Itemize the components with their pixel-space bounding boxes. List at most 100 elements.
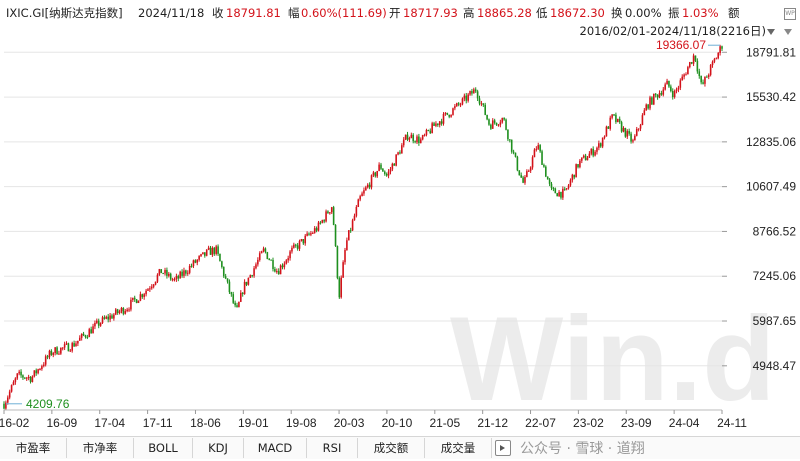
candle-body: [232, 294, 235, 303]
candle-body: [347, 230, 350, 241]
candle-body: [321, 220, 324, 223]
more-indicators-icon[interactable]: [495, 440, 511, 456]
candle-body: [617, 118, 619, 122]
candle-body: [543, 164, 545, 167]
candle-body: [340, 277, 343, 298]
chevron-down-icon[interactable]: [767, 29, 775, 35]
candle-body: [243, 281, 246, 295]
candle-body: [563, 188, 566, 190]
candle-body: [603, 136, 606, 138]
candle-body: [181, 271, 183, 276]
candle-body: [186, 272, 189, 274]
candle-body: [332, 207, 335, 225]
candle-body: [60, 347, 62, 354]
tab-rsi[interactable]: RSI: [307, 438, 358, 458]
candle-body: [412, 134, 415, 142]
candle-body: [527, 170, 530, 172]
candle-body: [152, 284, 155, 287]
tab-turnover-amount[interactable]: 成交额: [358, 438, 425, 458]
candle-body: [473, 89, 475, 94]
candle-body: [711, 61, 714, 66]
candle-body: [624, 128, 627, 137]
price-chart[interactable]: Win.d 18791.81 15530.42 12835.06 10607.49 87…: [0, 40, 800, 436]
candle-body: [457, 103, 460, 105]
date-range-selector[interactable]: 2016/02/01-2024/11/18(2216日): [579, 24, 766, 38]
candle-body: [512, 151, 515, 153]
candle-body: [713, 59, 716, 62]
candle-body: [545, 166, 547, 177]
candle-body: [319, 222, 322, 224]
candle-body: [67, 343, 70, 352]
candle-body: [124, 311, 127, 314]
candle-body: [188, 266, 191, 273]
candle-body: [719, 46, 721, 54]
tab-kdj[interactable]: KDJ: [193, 438, 244, 458]
candle-body: [391, 163, 394, 170]
candle-body: [109, 315, 111, 320]
candle-body: [294, 244, 297, 246]
candle-body: [605, 126, 608, 137]
candle-body: [325, 211, 327, 222]
y-axis: 18791.81 15530.42 12835.06 10607.49 8766.52 7…: [722, 45, 796, 373]
panel-collapse-icon[interactable]: [784, 29, 792, 35]
candle-body: [662, 89, 665, 95]
candle-body: [33, 370, 36, 377]
candle-body: [706, 76, 708, 78]
candle-body: [440, 121, 443, 124]
candle-body: [304, 235, 307, 244]
candle-body: [579, 160, 581, 168]
candle-body: [643, 110, 646, 116]
candle-body: [327, 211, 329, 214]
candle-body: [221, 261, 223, 267]
candle-body: [548, 179, 551, 184]
candle-body: [241, 292, 244, 295]
candle-body: [86, 337, 89, 339]
candle-body: [251, 275, 253, 277]
tab-volume[interactable]: 成交量: [425, 438, 492, 458]
open-label: 开: [389, 6, 401, 20]
candle-body: [533, 149, 536, 158]
candle-body: [56, 347, 58, 355]
x-tick-label: 19-08: [286, 416, 317, 430]
candle-body: [537, 145, 540, 149]
amplitude-value: 1.03%: [682, 6, 719, 20]
y-tick-label: 12835.06: [746, 135, 796, 149]
candle-body: [145, 290, 147, 295]
candle-body: [46, 356, 49, 358]
candle-body: [73, 343, 75, 347]
candle-body: [99, 322, 102, 326]
tab-macd[interactable]: MACD: [244, 438, 307, 458]
candle-body: [488, 119, 490, 125]
candle-body: [622, 128, 625, 132]
candle-body: [647, 104, 649, 109]
candle-body: [143, 294, 145, 297]
candle-body: [425, 129, 428, 135]
candle-body: [122, 307, 125, 314]
candle-body: [8, 391, 11, 398]
candle-body: [3, 403, 5, 409]
candle-body: [300, 239, 303, 241]
quote-header: IXIC.GI[纳斯达克指数] 2024/11/18 收 18791.81 幅 …: [0, 4, 800, 22]
candle-body: [175, 276, 178, 280]
candle-body: [372, 172, 375, 176]
candle-body: [486, 114, 488, 120]
candle-body: [289, 251, 291, 259]
candle-body: [387, 171, 390, 176]
candle-body: [550, 183, 553, 189]
candle-body: [39, 368, 41, 370]
low-label: 低: [536, 6, 548, 20]
candle-body: [444, 112, 447, 114]
candle-body: [599, 143, 602, 147]
candle-body: [431, 123, 433, 134]
candle-body: [158, 269, 161, 275]
y-tick-label: 8766.52: [753, 224, 797, 238]
candle-body: [476, 91, 479, 99]
candle-body: [27, 376, 30, 378]
candle-body: [474, 89, 477, 92]
tab-pe-ratio[interactable]: 市盈率: [0, 438, 67, 458]
tab-boll[interactable]: BOLL: [134, 438, 193, 458]
window-toggle-icon[interactable]: WP: [784, 8, 796, 20]
candle-body: [169, 273, 172, 280]
candle-body: [438, 121, 441, 126]
tab-pb-ratio[interactable]: 市净率: [67, 438, 134, 458]
